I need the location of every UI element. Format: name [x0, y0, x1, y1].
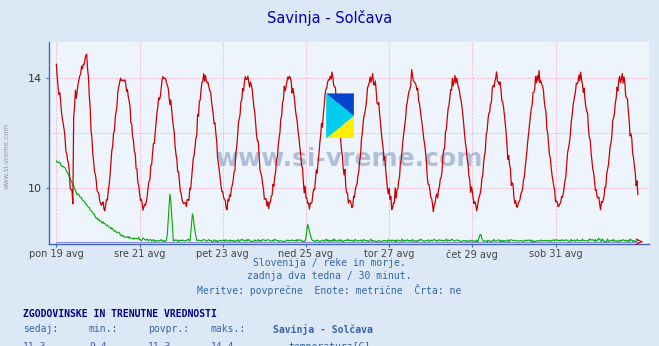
- Polygon shape: [326, 116, 354, 138]
- Text: 9,4: 9,4: [89, 342, 107, 346]
- Text: www.si-vreme.com: www.si-vreme.com: [215, 147, 483, 171]
- Text: ZGODOVINSKE IN TRENUTNE VREDNOSTI: ZGODOVINSKE IN TRENUTNE VREDNOSTI: [23, 309, 217, 319]
- Text: maks.:: maks.:: [211, 324, 246, 334]
- Text: temperatura[C]: temperatura[C]: [288, 342, 370, 346]
- Text: zadnja dva tedna / 30 minut.: zadnja dva tedna / 30 minut.: [247, 271, 412, 281]
- Text: povpr.:: povpr.:: [148, 324, 189, 334]
- Text: Meritve: povprečne  Enote: metrične  Črta: ne: Meritve: povprečne Enote: metrične Črta:…: [197, 284, 462, 296]
- Text: Savinja - Solčava: Savinja - Solčava: [267, 10, 392, 26]
- Text: www.si-vreme.com: www.si-vreme.com: [3, 122, 10, 189]
- Polygon shape: [326, 93, 354, 138]
- Polygon shape: [326, 93, 354, 138]
- Text: sedaj:: sedaj:: [23, 324, 58, 334]
- Text: 11,3: 11,3: [148, 342, 172, 346]
- Text: 14,4: 14,4: [211, 342, 235, 346]
- Text: Slovenija / reke in morje.: Slovenija / reke in morje.: [253, 258, 406, 268]
- Text: Savinja - Solčava: Savinja - Solčava: [273, 324, 374, 335]
- Text: 11,3: 11,3: [23, 342, 47, 346]
- Text: min.:: min.:: [89, 324, 119, 334]
